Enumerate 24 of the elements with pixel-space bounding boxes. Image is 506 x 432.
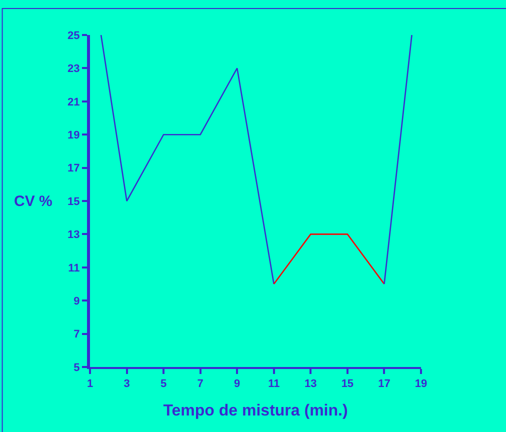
y-tick-label: 11 xyxy=(68,262,80,274)
y-tick-label: 19 xyxy=(68,129,80,142)
x-tick-label: 13 xyxy=(304,378,317,390)
y-axis-title: CV % xyxy=(14,193,52,210)
x-tick-label: 19 xyxy=(414,378,428,390)
line-series xyxy=(100,35,275,285)
y-tick-label: 25 xyxy=(68,30,80,42)
y-tick-label: 21 xyxy=(68,96,80,108)
x-tick-label: 15 xyxy=(341,378,354,390)
y-tick-label: 23 xyxy=(68,63,80,76)
y-tick-label: 5 xyxy=(74,362,80,374)
x-tick-label: 3 xyxy=(124,378,130,390)
x-tick-label: 5 xyxy=(160,378,167,390)
y-tick-label: 17 xyxy=(68,162,80,175)
x-tick-label: 17 xyxy=(378,378,390,390)
y-tick-label: 7 xyxy=(74,328,80,341)
y-tick-label: 9 xyxy=(74,295,80,308)
x-axis-title: Tempo de mistura (min.) xyxy=(163,402,348,420)
x-tick-label: 11 xyxy=(268,378,280,390)
y-tick-label: 13 xyxy=(68,229,80,242)
x-tick-label: 1 xyxy=(86,378,94,390)
y-tick-label: 15 xyxy=(68,196,80,208)
x-tick-label: 7 xyxy=(197,378,204,390)
x-tick-label: 9 xyxy=(234,378,240,390)
